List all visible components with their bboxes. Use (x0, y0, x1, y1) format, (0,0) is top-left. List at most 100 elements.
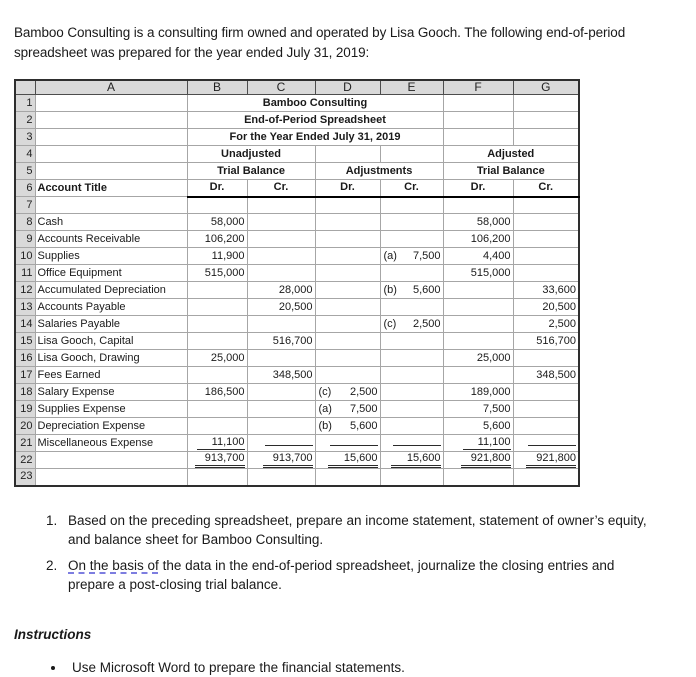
row-number: 20 (14, 417, 36, 435)
account-title-cell: Office Equipment (34, 264, 188, 282)
empty-cell (314, 468, 381, 486)
row-number: 19 (14, 400, 36, 418)
adjustment-value: 2,500 (349, 385, 378, 398)
adj-dr-cell (314, 349, 381, 367)
utb-dr-cell (186, 315, 248, 333)
total-amount: 921,800 (460, 453, 511, 468)
utb-dr-cell (186, 281, 248, 299)
atb-cr-cell: 348,500 (512, 366, 580, 384)
account-title-cell: Accounts Payable (34, 298, 188, 316)
utb-dr-cell: 106,200 (186, 230, 248, 248)
adj-cr-cell (379, 417, 444, 435)
adj-dr-cell (314, 315, 381, 333)
empty-cell (379, 196, 444, 214)
cr-header: Cr. (246, 179, 316, 198)
atb-dr-cell: 515,000 (442, 264, 514, 282)
account-title-cell: Depreciation Expense (34, 417, 188, 435)
total-amount: 913,700 (262, 453, 313, 468)
utb-cr-cell (246, 264, 316, 282)
total-utb-cr: 913,700 (246, 451, 316, 469)
adjustment-label: (c) (383, 317, 397, 330)
adj-dr-cell: (c) 2,500 (314, 383, 381, 401)
row-number: 23 (14, 468, 36, 486)
empty-cell (442, 468, 514, 486)
row-number: 12 (14, 281, 36, 299)
trial-balance-header: Trial Balance (186, 162, 316, 180)
adjustments-header: Adjustments (314, 162, 444, 180)
adj-cr-cell: (a) 7,500 (379, 247, 444, 265)
row-number: 2 (14, 111, 36, 129)
account-row: 17 Fees Earned 348,500 348,500 (14, 366, 580, 384)
sheet-period: For the Year Ended July 31, 2019 (186, 128, 444, 146)
spreadsheet-row: 5 Trial Balance Adjustments Trial Balanc… (14, 162, 580, 180)
total-atb-cr: 921,800 (512, 451, 580, 469)
empty-cell (512, 468, 580, 486)
adjustment-label: (a) (383, 249, 397, 262)
account-title-cell: Accumulated Depreciation (34, 281, 188, 299)
utb-dr-cell (186, 366, 248, 384)
adj-dr-cell: (a) 7,500 (314, 400, 381, 418)
account-row: 12 Accumulated Depreciation 28,000 (b) 5,… (14, 281, 580, 299)
adj-dr-cell (314, 264, 381, 282)
empty-cell (34, 162, 188, 180)
empty-cell (314, 196, 381, 214)
adj-dr-cell (314, 247, 381, 265)
utb-dr-cell: 186,500 (186, 383, 248, 401)
adjustment-label: (c) (318, 385, 332, 398)
atb-dr-cell: 11,100 (442, 434, 514, 452)
utb-cr-cell (246, 315, 316, 333)
dr-header: Dr. (314, 179, 381, 198)
account-title-cell: Lisa Gooch, Capital (34, 332, 188, 350)
ruled-amount (329, 444, 378, 446)
empty-cell (379, 468, 444, 486)
account-row: 18 Salary Expense 186,500 (c) 2,500 189,0… (14, 383, 580, 401)
account-row: 20 Depreciation Expense (b) 5,600 5,600 (14, 417, 580, 435)
spreadsheet-row: 2 End-of-Period Spreadsheet (14, 111, 580, 129)
utb-cr-cell (246, 213, 316, 231)
adj-cr-cell (379, 366, 444, 384)
cr-header: Cr. (379, 179, 444, 198)
column-letter-row: A B C D E F G (14, 79, 580, 95)
account-title-cell: Lisa Gooch, Drawing (34, 349, 188, 367)
empty-cell (442, 111, 514, 129)
utb-dr-cell: 58,000 (186, 213, 248, 231)
task-list: Based on the preceding spreadsheet, prep… (14, 511, 662, 595)
utb-cr-cell: 348,500 (246, 366, 316, 384)
task-text: Based on the preceding spreadsheet, prep… (68, 512, 647, 548)
adj-dr-cell: (b) 5,600 (314, 417, 381, 435)
row-number: 15 (14, 332, 36, 350)
adjustment-value: 7,500 (349, 402, 378, 415)
trial-balance-header: Trial Balance (442, 162, 580, 180)
atb-cr-cell: 20,500 (512, 298, 580, 316)
utb-dr-cell (186, 400, 248, 418)
empty-cell (512, 94, 580, 112)
empty-cell (442, 128, 514, 146)
atb-dr-cell (442, 281, 514, 299)
total-atb-dr: 921,800 (442, 451, 514, 469)
sheet-subtitle: End-of-Period Spreadsheet (186, 111, 444, 129)
row-number: 18 (14, 383, 36, 401)
utb-cr-cell (246, 230, 316, 248)
sheet-title: Bamboo Consulting (186, 94, 444, 112)
adj-dr-cell (314, 213, 381, 231)
atb-cr-cell: 2,500 (512, 315, 580, 333)
spreadsheet-table: A B C D E F G 1 Bamboo Consulting 2 End-… (14, 78, 580, 487)
account-row: 19 Supplies Expense (a) 7,500 7,500 (14, 400, 580, 418)
total-amount: 913,700 (194, 453, 245, 468)
empty-cell (442, 196, 514, 214)
adjustment-label: (b) (383, 283, 397, 296)
corner-cell (14, 79, 36, 95)
account-title-cell: Miscellaneous Expense (34, 434, 188, 452)
empty-cell (186, 468, 248, 486)
atb-cr-cell (512, 230, 580, 248)
adjusted-header: Adjusted (442, 145, 580, 163)
utb-cr-cell (246, 400, 316, 418)
adjustment-label: (a) (318, 402, 332, 415)
grammar-flagged-text: On the basis of (68, 557, 159, 573)
empty-cell (186, 196, 248, 214)
column-letter: C (246, 79, 316, 95)
empty-cell (34, 145, 188, 163)
adj-cr-cell (379, 298, 444, 316)
total-amount: 15,600 (390, 453, 441, 468)
adj-dr-cell (314, 366, 381, 384)
